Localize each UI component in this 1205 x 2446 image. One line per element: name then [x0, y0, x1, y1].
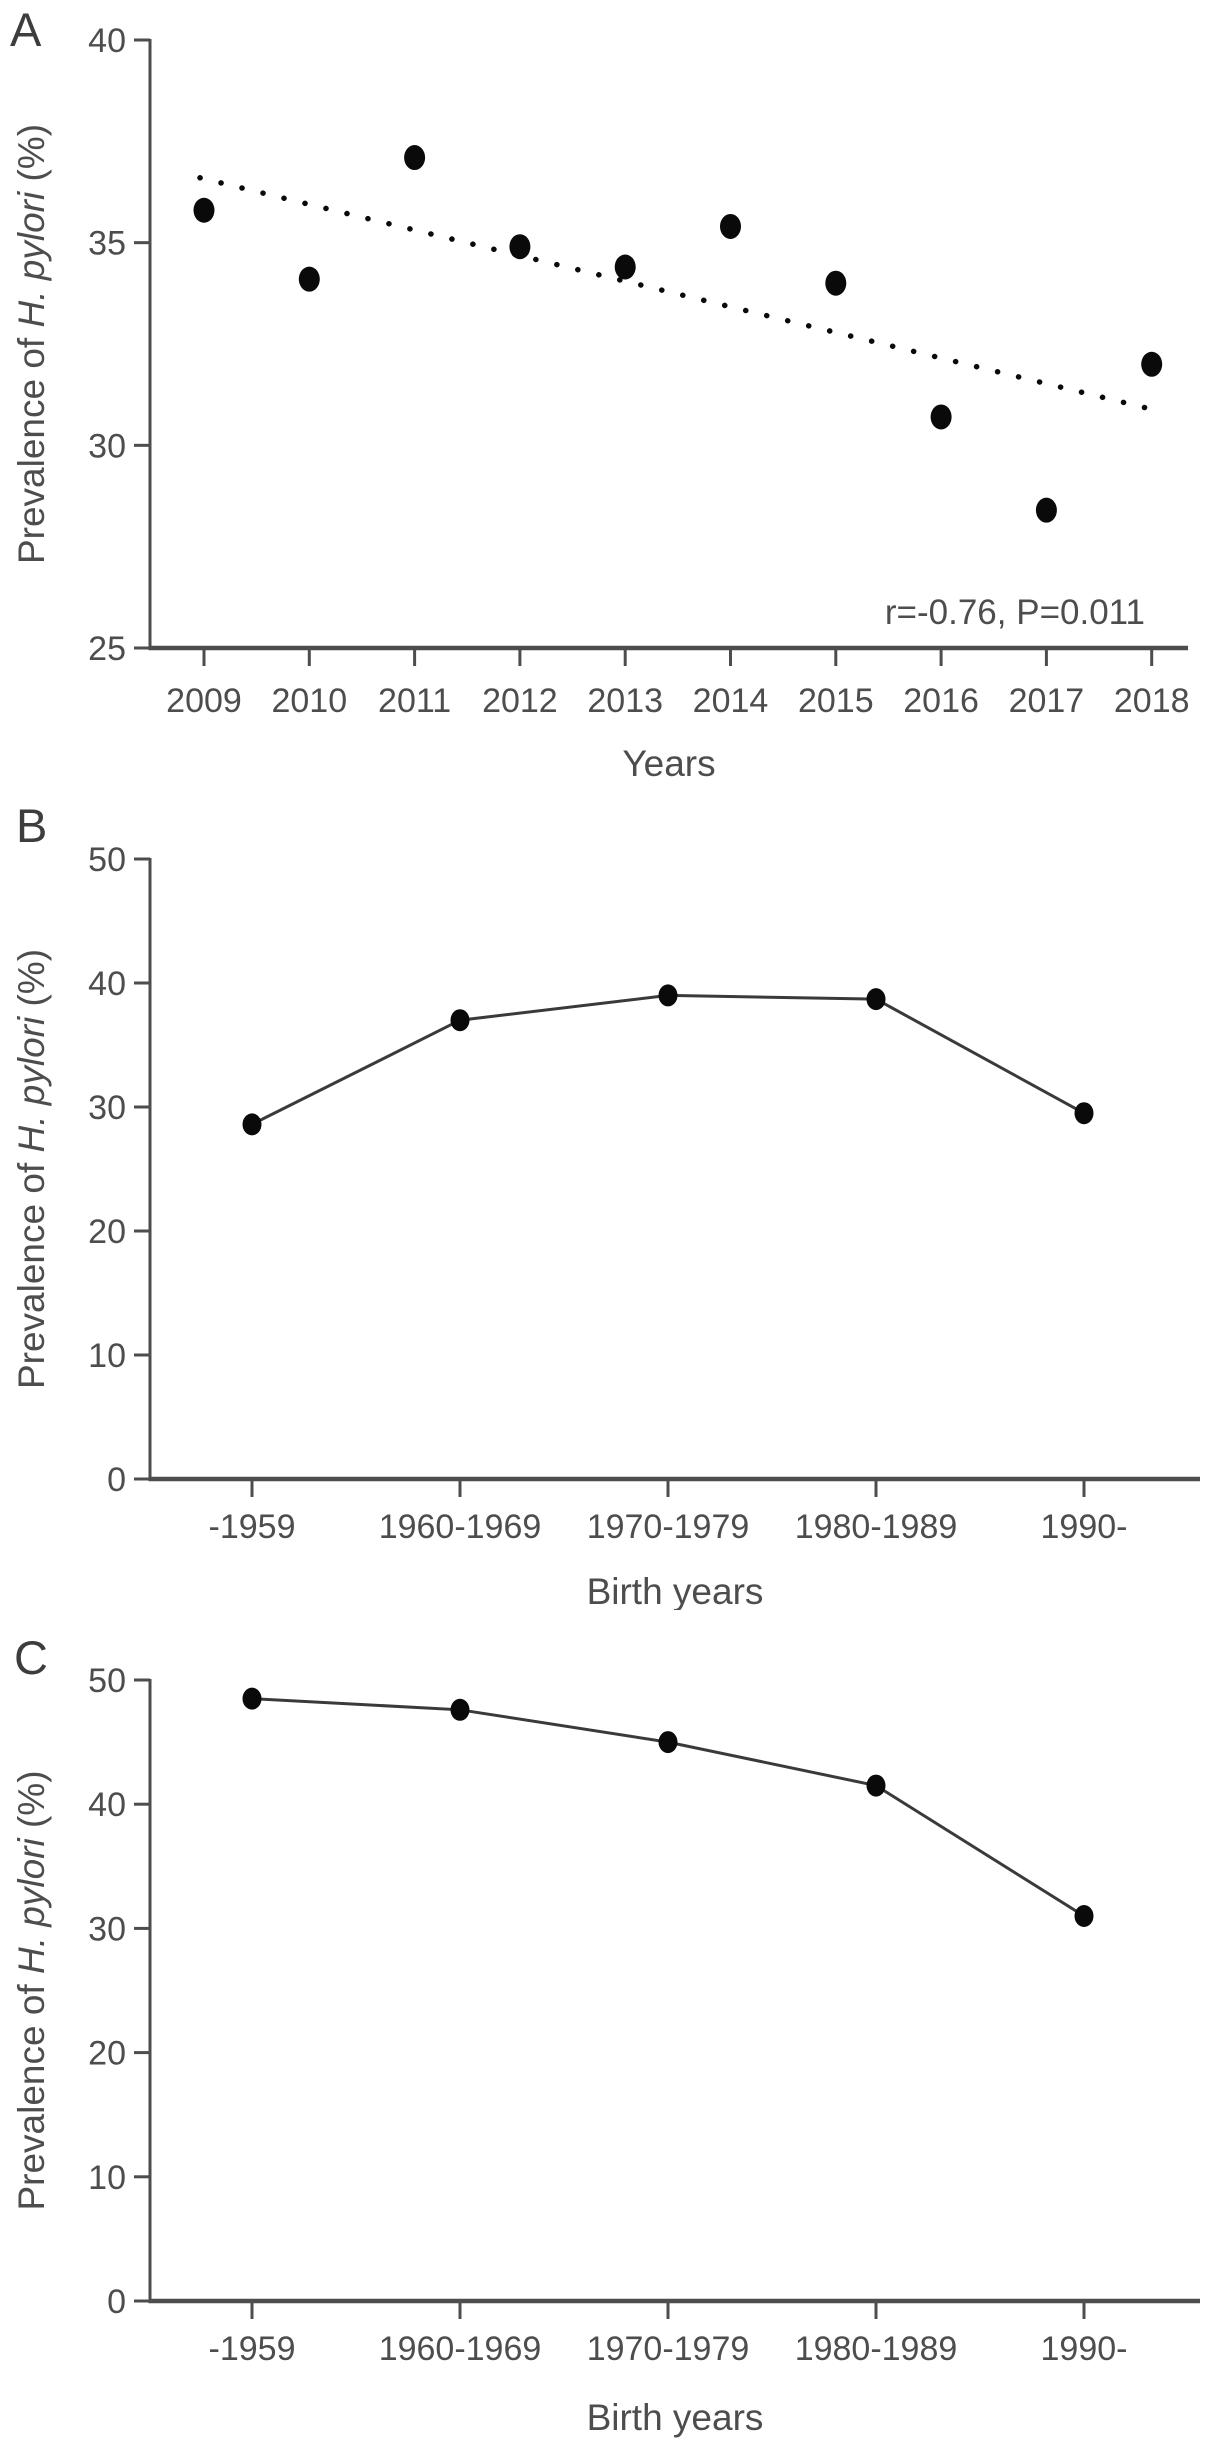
x-tick-label: -1959 — [209, 2330, 296, 2368]
y-tick-label: 40 — [88, 22, 126, 60]
x-tick-label: 2016 — [903, 682, 979, 720]
y-tick-label: 50 — [88, 841, 126, 879]
data-point — [658, 1731, 678, 1754]
data-point — [450, 1698, 470, 1721]
data-point — [1035, 497, 1057, 523]
x-tick-label: 2009 — [166, 682, 242, 720]
data-point — [450, 1009, 470, 1032]
y-tick-label: 30 — [88, 427, 126, 465]
x-tick-label: -1959 — [209, 1508, 296, 1546]
y-tick-label: 50 — [88, 1662, 126, 1700]
panel-b: B 50 40 30 20 10 0 -1959 1960-1969 1970-1979 1980… — [0, 790, 1205, 1610]
data-point — [298, 266, 320, 292]
panel-c-label: C — [14, 1631, 48, 1684]
x-tick-label: 1980-1989 — [795, 1508, 958, 1546]
data-point — [242, 1113, 262, 1136]
x-tick-label: 1990- — [1041, 2330, 1128, 2368]
y-tick-label: 25 — [88, 630, 126, 668]
x-tick-label: 1980-1989 — [795, 2330, 958, 2368]
data-point — [242, 1687, 262, 1710]
x-tick-label: 2015 — [798, 682, 874, 720]
y-tick-label: 10 — [88, 1337, 126, 1375]
y-axis-title-species: H. pylori — [11, 190, 52, 327]
y-axis-title-text: (%) — [11, 949, 52, 1017]
y-axis-title-text: Prevalence of — [11, 1974, 52, 2211]
x-tick-label: 2010 — [271, 682, 347, 720]
y-tick-label: 10 — [88, 2159, 126, 2197]
data-point — [658, 984, 678, 1007]
x-tick-label: 1990- — [1041, 1508, 1128, 1546]
y-tick-label: 40 — [88, 965, 126, 1003]
x-axis-title: Birth years — [587, 1571, 764, 1610]
data-point — [866, 988, 886, 1011]
panel-a-chart: 40 35 30 25 2009 2010 2011 2012 2013 2014 2015 2016… — [11, 22, 1190, 784]
panel-a: A 40 35 30 25 2009 2010 2011 2012 2013 2014 2015 20… — [0, 0, 1205, 790]
x-tick-label: 1970-1979 — [587, 1508, 750, 1546]
x-tick-label: 2017 — [1009, 682, 1085, 720]
x-axis-title: Years — [622, 743, 715, 784]
data-point — [1141, 351, 1163, 377]
y-axis-title-text: Prevalence of — [11, 1153, 52, 1390]
x-tick-label: 1960-1969 — [379, 2330, 542, 2368]
data-point — [404, 145, 426, 171]
data-point — [1074, 1904, 1094, 1927]
series-line — [251, 993, 1085, 1126]
data-point — [193, 197, 215, 223]
panel-b-label: B — [16, 799, 48, 852]
y-axis-title-species: H. pylori — [11, 1015, 52, 1152]
y-axis-title-text: Prevalence of — [11, 328, 52, 565]
y-tick-label: 0 — [107, 1461, 126, 1499]
y-axis-title: Prevalence of H. pylori (%) — [11, 124, 52, 564]
x-tick-label: 2013 — [587, 682, 663, 720]
panel-b-chart: 50 40 30 20 10 0 -1959 1960-1969 1970-1979 1980-1… — [11, 841, 1200, 1610]
y-axis-title: Prevalence of H. pylori (%) — [11, 949, 52, 1389]
y-tick-label: 30 — [88, 1910, 126, 1948]
data-point — [1074, 1102, 1094, 1125]
y-tick-label: 35 — [88, 225, 126, 263]
data-point — [509, 234, 531, 260]
y-tick-label: 40 — [88, 1786, 126, 1824]
y-tick-label: 20 — [88, 2035, 126, 2073]
y-tick-label: 30 — [88, 1089, 126, 1127]
x-tick-label: 1970-1979 — [587, 2330, 750, 2368]
x-tick-label: 2014 — [693, 682, 769, 720]
y-axis-title-text: (%) — [11, 1770, 52, 1838]
x-axis-title: Birth years — [587, 2397, 764, 2438]
annotation-r-p: r=-0.76, P=0.011 — [885, 593, 1145, 632]
panel-c: C 50 40 30 20 10 0 -1959 1960-1969 1970-1979 1980… — [0, 1610, 1205, 2446]
data-point — [720, 213, 741, 239]
data-point — [866, 1774, 886, 1797]
y-axis-title: Prevalence of H. pylori (%) — [11, 1770, 52, 2210]
x-tick-label: 2011 — [378, 682, 451, 720]
panel-a-label: A — [10, 3, 42, 56]
panel-c-chart: 50 40 30 20 10 0 -1959 1960-1969 1970-1979 1980-1… — [11, 1662, 1200, 2438]
data-point — [930, 404, 952, 430]
trend-line — [197, 175, 1153, 412]
y-axis-title-species: H. pylori — [11, 1837, 52, 1974]
data-point — [614, 254, 636, 280]
data-point — [825, 270, 847, 296]
y-tick-label: 0 — [107, 2283, 126, 2321]
y-axis-title-text: (%) — [11, 124, 52, 192]
x-tick-label: 2012 — [482, 682, 558, 720]
x-tick-label: 1960-1969 — [379, 1508, 542, 1546]
x-tick-label: 2018 — [1114, 682, 1190, 720]
y-tick-label: 20 — [88, 1213, 126, 1251]
